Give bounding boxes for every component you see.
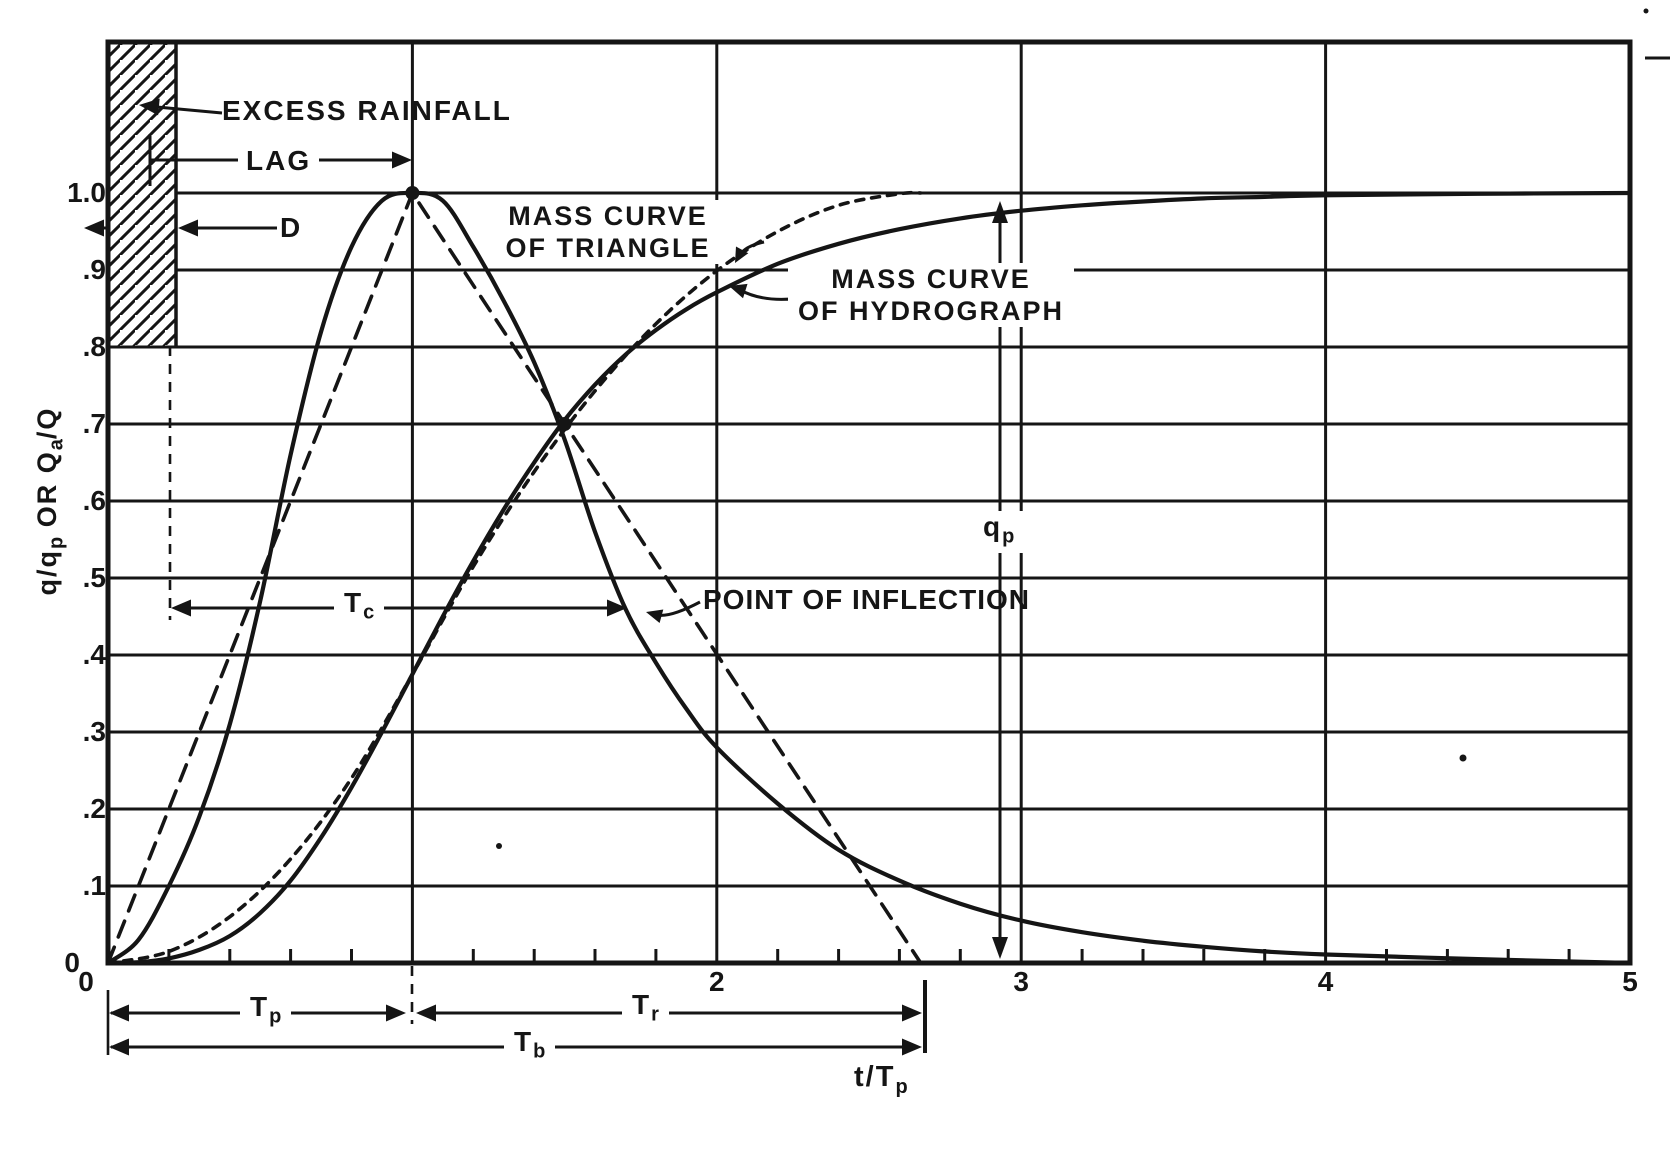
mass-curve-of-triangle-label: MASS CURVE OF TRIANGLE	[494, 200, 722, 264]
y-tick-label: .1	[82, 870, 106, 901]
time-base-label: Tb	[504, 1026, 556, 1068]
recession-time-label: Tr	[622, 989, 669, 1031]
annotation-arrows	[84, 8, 1670, 1056]
time-to-peak-label: Tp	[240, 991, 292, 1033]
excess-rainfall-label: EXCESS RAINFALL	[222, 95, 512, 126]
curve-intersection-dot	[557, 417, 572, 431]
x-tick-label: 2	[709, 966, 725, 997]
mass-curve-triangle-dashed	[106, 190, 923, 965]
peak-discharge-label: qp	[974, 511, 1024, 553]
plot-border	[105, 39, 1633, 966]
y-tick-label: .6	[82, 485, 106, 516]
gridlines	[108, 42, 1630, 963]
y-tick-label: .3	[82, 716, 106, 747]
y-tick-label: .4	[82, 639, 106, 670]
point-of-inflection-label: POINT OF INFLECTION	[703, 584, 1030, 615]
curve-intersection-dot	[405, 186, 420, 200]
x-tick-label: 0	[78, 966, 94, 997]
y-tick-label: .7	[82, 408, 106, 439]
unit-hydrograph-curve	[105, 190, 1633, 966]
rainfall-duration-label: D	[280, 212, 303, 243]
mass-curve-hydrograph	[105, 190, 1633, 966]
y-tick-label: .8	[82, 331, 106, 362]
y-tick-label: 1.0	[67, 177, 106, 208]
lag-label: LAG	[238, 145, 320, 177]
x-axis-title: t/Tp	[854, 1061, 908, 1098]
mass-curve-of-hydrograph-label: MASS CURVE OF HYDROGRAPH	[788, 263, 1074, 327]
y-tick-label: .5	[82, 562, 106, 593]
x-tick-label: 3	[1013, 966, 1029, 997]
x-tick-label: 5	[1622, 966, 1638, 997]
x-tick-label: 4	[1317, 966, 1334, 997]
y-tick-label: 0	[64, 947, 80, 978]
time-of-concentration-label: Tc	[334, 587, 385, 629]
y-tick-label: .9	[82, 254, 106, 285]
y-tick-label: .2	[82, 793, 106, 824]
excess-rainfall-block	[108, 42, 176, 347]
